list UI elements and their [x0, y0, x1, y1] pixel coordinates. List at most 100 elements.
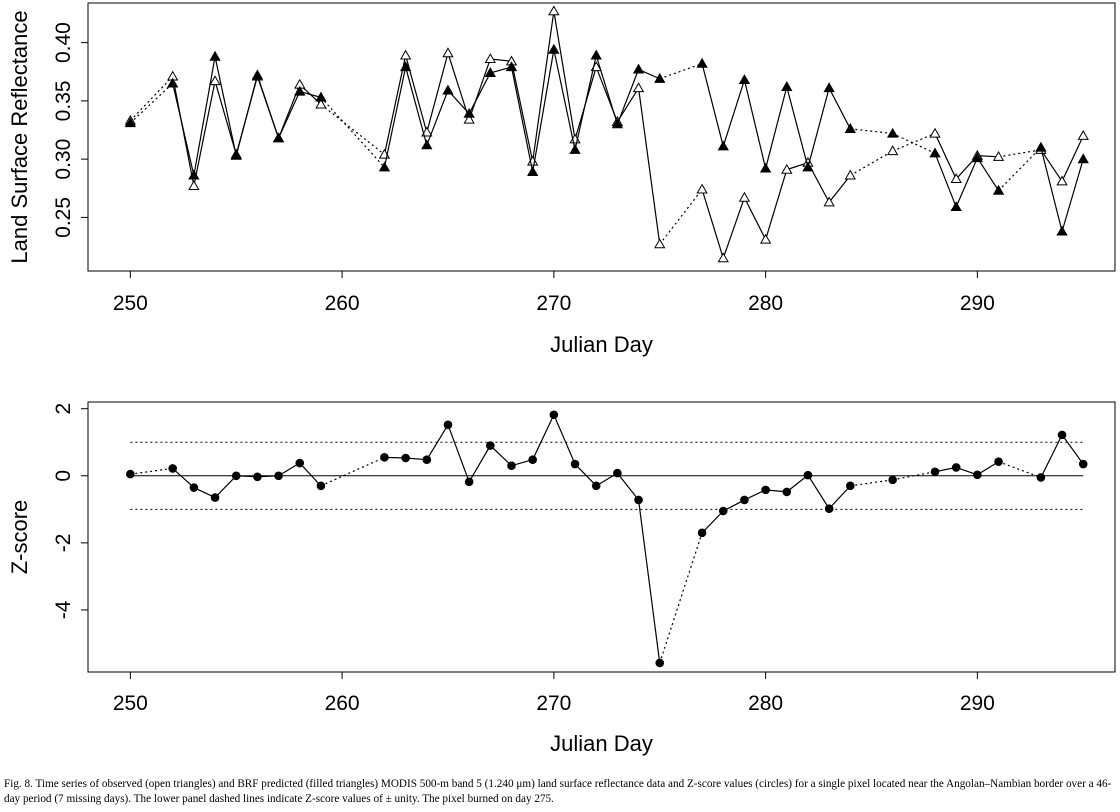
- y-tick-label: 0.30: [52, 139, 75, 180]
- x-tick-label: 280: [748, 692, 783, 715]
- x-tick-label: 270: [536, 292, 571, 315]
- filled-triangle-segment: [807, 87, 830, 168]
- filled-triangle-segment: [278, 91, 301, 139]
- predicted-point: [315, 91, 327, 102]
- filled-triangle-segment: [214, 56, 237, 156]
- zscore-point: [634, 495, 643, 505]
- filled-circle-segment: [807, 474, 830, 509]
- filled-triangle-segment: [532, 49, 555, 173]
- open-triangle-segment: [426, 52, 449, 133]
- filled-triangle-segment: [976, 157, 1000, 191]
- open-triangle-segment: [129, 75, 174, 122]
- filled-circle-segment: [998, 461, 1042, 479]
- predicted-point: [1077, 153, 1089, 164]
- zscore-point: [846, 481, 855, 491]
- open-triangle-segment: [1061, 135, 1084, 182]
- predicted-point: [590, 49, 602, 60]
- filled-triangle-segment: [659, 63, 703, 80]
- zscore-point: [528, 455, 537, 464]
- zscore-point: [295, 458, 305, 468]
- x-tick-label: 250: [113, 292, 148, 315]
- y-tick-label: 0.40: [52, 22, 75, 63]
- zscore-point: [486, 441, 495, 450]
- predicted-point: [781, 81, 793, 91]
- observed-point: [548, 5, 560, 16]
- observed-point: [632, 82, 645, 93]
- predicted-point: [484, 67, 496, 78]
- observed-point: [315, 98, 327, 109]
- observed-point: [781, 163, 793, 174]
- zscore-point: [570, 459, 580, 469]
- filled-triangle-segment: [129, 82, 174, 124]
- predicted-point: [188, 169, 200, 180]
- filled-circle-segment: [130, 467, 173, 475]
- observed-point: [759, 233, 772, 244]
- zscore-point: [994, 457, 1003, 467]
- predicted-point: [886, 127, 899, 138]
- open-triangle-segment: [934, 133, 957, 180]
- predicted-point: [378, 161, 391, 172]
- observed-point: [992, 151, 1005, 161]
- filled-circle-segment: [637, 499, 661, 664]
- y-tick-label: 0.35: [52, 80, 75, 121]
- open-triangle-segment: [383, 55, 407, 155]
- observed-point: [886, 145, 899, 156]
- zscore-point: [464, 477, 474, 487]
- x-axis-label: Julian Day: [550, 731, 653, 756]
- filled-triangle-segment: [1061, 158, 1084, 232]
- filled-triangle-segment: [1040, 147, 1063, 232]
- x-tick-label: 260: [325, 292, 360, 315]
- filled-circle-segment: [532, 414, 555, 460]
- open-triangle-segment: [743, 197, 767, 240]
- x-tick-label: 290: [960, 292, 995, 315]
- filled-circle-segment: [1061, 434, 1084, 465]
- observed-point: [188, 180, 200, 191]
- predicted-point: [759, 162, 772, 173]
- zscore-point: [718, 506, 728, 516]
- predicted-point: [717, 140, 729, 151]
- open-triangle-segment: [722, 197, 745, 259]
- open-triangle-segment: [214, 80, 237, 155]
- zscore-point: [549, 410, 559, 420]
- predicted-point: [929, 147, 941, 158]
- filled-circle-segment: [299, 462, 322, 487]
- predicted-point: [230, 149, 242, 160]
- zscore-point: [231, 471, 241, 481]
- zscore-point: [782, 487, 792, 497]
- predicted-point: [971, 152, 984, 163]
- filled-triangle-segment: [722, 79, 746, 147]
- predicted-point: [251, 69, 264, 80]
- zscore-point: [655, 658, 665, 668]
- predicted-point: [738, 74, 751, 85]
- x-tick-label: 260: [325, 692, 360, 715]
- filled-circle-segment: [489, 445, 512, 467]
- open-triangle-segment: [659, 189, 703, 245]
- open-triangle-segment: [637, 87, 661, 245]
- filled-triangle-segment: [998, 147, 1042, 192]
- predicted-point: [844, 123, 856, 133]
- zscore-point: [1078, 459, 1088, 469]
- filled-circle-segment: [426, 424, 449, 461]
- figure-caption: Fig. 8. Time series of observed (open tr…: [4, 778, 1112, 805]
- zscore-point: [507, 461, 516, 471]
- predicted-point: [505, 61, 518, 72]
- open-triangle-segment: [977, 155, 999, 158]
- filled-triangle-segment: [850, 128, 893, 135]
- open-triangle-segment: [1040, 149, 1063, 182]
- filled-circle-segment: [320, 456, 385, 487]
- open-triangle-segment: [998, 149, 1041, 158]
- zscore-point: [422, 455, 432, 464]
- filled-triangle-segment: [595, 55, 618, 125]
- filled-triangle-segment: [320, 96, 385, 168]
- figure: 250 260 270 280 290 0.25 0.30 0.35 0.40 Julian Da…: [7, 2, 1116, 756]
- y-axis-label: Z-score: [7, 500, 32, 575]
- zscore-point: [888, 475, 897, 485]
- zscore-point: [210, 493, 220, 502]
- filled-triangle-segment: [405, 66, 428, 146]
- open-triangle-segment: [510, 61, 534, 162]
- observed-point: [1077, 130, 1089, 140]
- filled-circle-segment: [574, 463, 597, 487]
- open-triangle-segment: [828, 175, 851, 203]
- filled-triangle-segment: [955, 157, 978, 208]
- filled-circle-segment: [553, 414, 576, 465]
